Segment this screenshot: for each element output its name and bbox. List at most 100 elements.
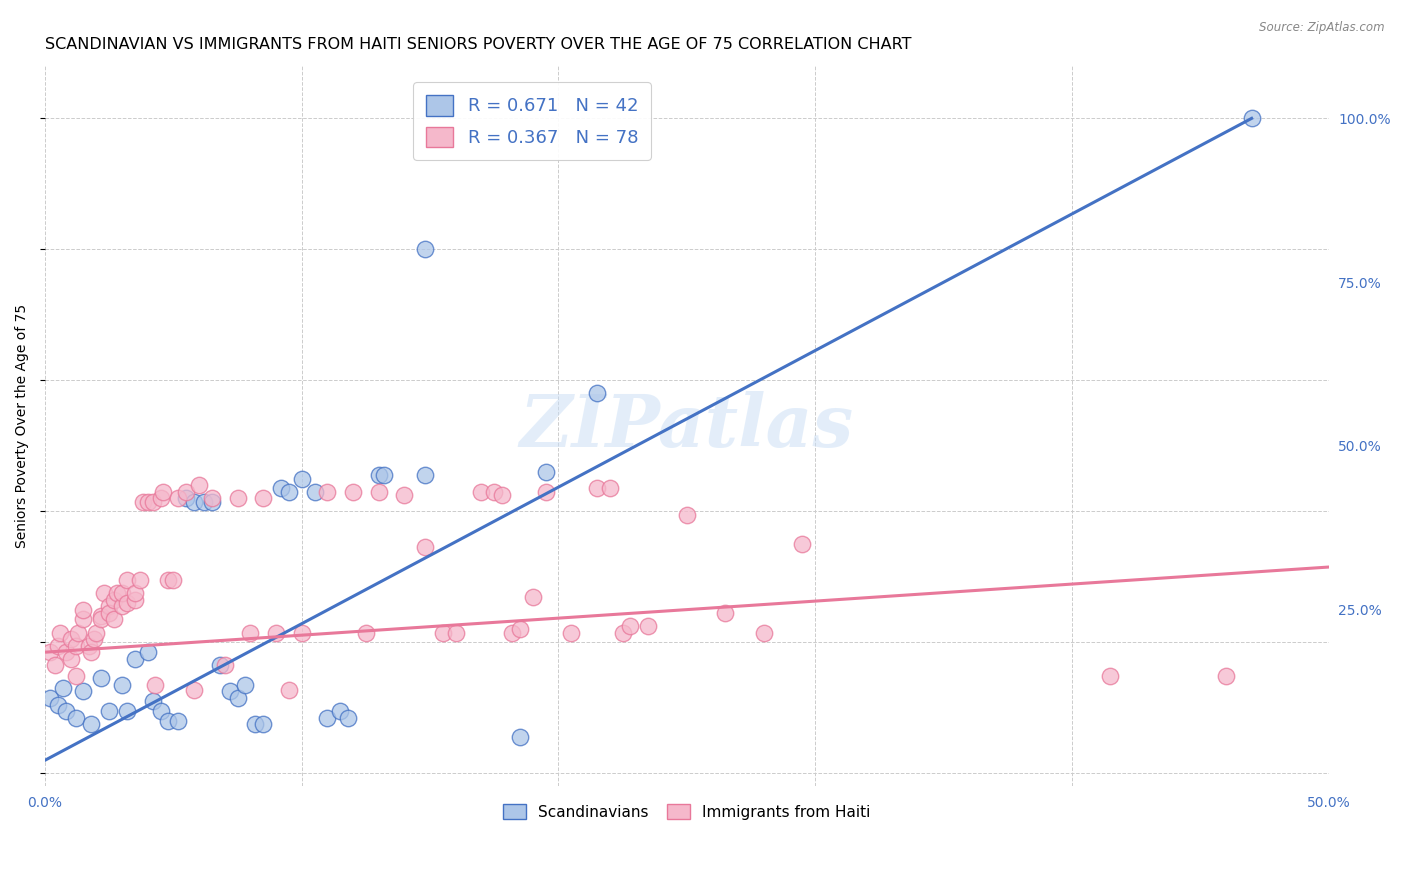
Point [413,468,436,483]
Point [167,491,190,506]
Point [124,652,146,666]
Point [90,609,112,624]
Point [55,645,77,659]
Point [277,682,299,697]
Point [136,645,159,659]
Point [103,592,125,607]
Point [233,678,256,692]
Point [65,711,87,725]
Point [277,484,299,499]
Point [145,678,167,692]
Point [619,619,641,633]
Point [201,494,224,508]
Point [675,508,697,522]
Point [152,484,174,499]
Point [93,586,115,600]
Point [55,704,77,718]
Point [65,639,87,653]
Point [72,684,94,698]
Point [142,694,165,708]
Point [149,704,172,718]
Point [39,691,62,706]
Point [239,625,262,640]
Point [1240,112,1263,126]
Point [491,488,513,502]
Point [1215,669,1237,683]
Point [103,612,125,626]
Point [316,711,339,725]
Point [46,639,69,653]
Point [226,491,249,506]
Point [752,625,775,640]
Text: SCANDINAVIAN VS IMMIGRANTS FROM HAITI SENIORS POVERTY OVER THE AGE OF 75 CORRELA: SCANDINAVIAN VS IMMIGRANTS FROM HAITI SE… [45,37,911,53]
Point [214,658,236,673]
Point [208,658,231,673]
Point [39,645,62,659]
Point [67,625,90,640]
Point [522,590,544,604]
Point [44,658,66,673]
Legend: Scandinavians, Immigrants from Haiti: Scandinavians, Immigrants from Haiti [496,797,877,826]
Point [484,484,506,499]
Point [157,573,180,587]
Point [637,619,659,633]
Point [183,682,205,697]
Point [80,645,103,659]
Point [470,484,492,499]
Point [59,652,82,666]
Point [115,596,138,610]
Point [149,491,172,506]
Point [188,478,211,492]
Point [162,573,184,587]
Point [49,625,72,640]
Point [291,625,314,640]
Point [444,625,467,640]
Point [111,678,134,692]
Point [432,625,454,640]
Point [111,586,134,600]
Point [167,714,190,728]
Point [586,482,609,496]
Point [131,494,153,508]
Y-axis label: Seniors Poverty Over the Age of 75: Seniors Poverty Over the Age of 75 [15,304,30,549]
Point [291,472,314,486]
Point [394,488,416,502]
Text: ZIPatlas: ZIPatlas [520,391,853,462]
Point [142,494,165,508]
Point [105,586,128,600]
Point [174,491,197,506]
Point [612,625,634,640]
Point [336,711,359,725]
Point [46,698,69,712]
Point [501,625,523,640]
Point [201,491,224,506]
Point [560,625,582,640]
Point [115,573,138,587]
Point [98,704,121,718]
Point [586,386,609,401]
Point [218,684,240,698]
Point [373,468,395,483]
Point [367,468,389,483]
Point [304,484,326,499]
Point [83,632,105,646]
Point [252,491,274,506]
Point [174,484,197,499]
Point [111,599,134,614]
Point [252,717,274,731]
Point [714,606,737,620]
Point [342,484,364,499]
Point [264,625,287,640]
Point [226,691,249,706]
Point [90,612,112,626]
Text: Source: ZipAtlas.com: Source: ZipAtlas.com [1260,21,1385,34]
Point [534,465,557,479]
Point [59,632,82,646]
Point [124,592,146,607]
Point [413,541,436,555]
Point [90,672,112,686]
Point [98,599,121,614]
Point [157,714,180,728]
Point [115,704,138,718]
Point [270,482,292,496]
